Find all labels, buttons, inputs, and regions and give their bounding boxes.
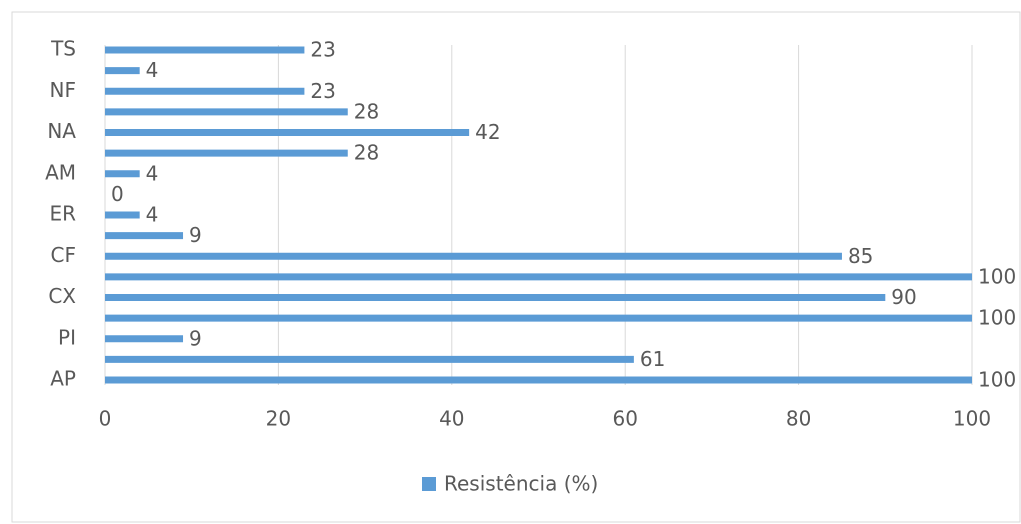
bar [105, 232, 184, 240]
bar [105, 149, 348, 157]
bar [105, 273, 972, 281]
legend-label: Resistência (%) [444, 472, 598, 496]
value-label: 90 [891, 285, 916, 309]
value-label: 4 [146, 203, 159, 227]
value-label: 100 [978, 306, 1016, 330]
value-label: 4 [146, 58, 159, 82]
x-tick-label: 0 [99, 407, 112, 431]
y-tick-label: AP [50, 367, 76, 391]
y-tick-label: CX [48, 284, 76, 308]
value-label: 4 [146, 161, 159, 185]
value-label: 100 [978, 264, 1016, 288]
y-tick-label: AM [45, 160, 76, 184]
y-tick-label: NA [47, 119, 76, 143]
value-label: 100 [978, 368, 1016, 392]
chart-border [11, 11, 1021, 523]
y-tick-label: TS [50, 37, 76, 61]
value-label: 28 [354, 99, 379, 123]
y-tick-label: PI [58, 325, 76, 349]
y-tick-label: ER [49, 202, 76, 226]
value-label: 61 [640, 347, 665, 371]
y-tick-label: CF [51, 243, 76, 267]
y-tick-label: NF [50, 78, 76, 102]
bar [105, 335, 184, 343]
value-label: 85 [848, 244, 873, 268]
bar [105, 376, 972, 384]
bar [105, 129, 470, 136]
bar [105, 252, 842, 260]
bar [105, 294, 886, 301]
bar [105, 46, 305, 54]
x-tick-label: 80 [786, 407, 811, 431]
value-label: 0 [111, 182, 124, 206]
bar [105, 355, 634, 363]
x-tick-label: 100 [953, 407, 991, 431]
bar [105, 170, 140, 178]
bar [105, 211, 140, 219]
bar [105, 108, 348, 116]
value-label: 9 [189, 326, 202, 350]
bar [105, 87, 305, 95]
value-label: 42 [475, 120, 500, 144]
x-tick-label: 40 [439, 407, 464, 431]
value-label: 9 [189, 223, 202, 247]
bar [105, 314, 972, 322]
value-label: 23 [310, 38, 335, 62]
x-tick-label: 60 [612, 407, 637, 431]
value-label: 23 [310, 79, 335, 103]
legend-swatch [422, 477, 436, 491]
value-label: 28 [354, 141, 379, 165]
bar [105, 67, 140, 75]
x-tick-label: 20 [266, 407, 291, 431]
